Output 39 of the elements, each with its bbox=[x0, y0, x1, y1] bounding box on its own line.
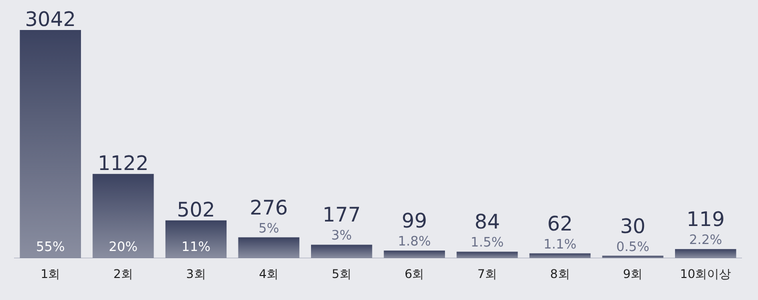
x-tick-label: 4회 bbox=[258, 267, 279, 281]
annotation: 5% bbox=[258, 221, 280, 236]
data-label: 30 bbox=[620, 214, 646, 238]
data-label: 119 bbox=[686, 207, 725, 232]
bar bbox=[165, 220, 227, 258]
annotation: 2.2% bbox=[689, 233, 722, 248]
annotation: 1.1% bbox=[543, 237, 577, 252]
x-tick-label: 8회 bbox=[550, 267, 570, 281]
data-label: 3042 bbox=[24, 7, 76, 31]
x-tick-label: 3회 bbox=[186, 267, 206, 281]
x-tick-label: 6회 bbox=[404, 267, 424, 281]
data-label: 177 bbox=[322, 202, 361, 227]
data-label: 1122 bbox=[98, 150, 149, 175]
annotation: 3% bbox=[331, 228, 352, 244]
x-tick-label: 2회 bbox=[113, 267, 134, 281]
x-tick-label: 7회 bbox=[477, 267, 498, 281]
annotation: 20% bbox=[108, 240, 138, 255]
data-label: 62 bbox=[547, 211, 573, 236]
annotation: 11% bbox=[182, 240, 210, 255]
x-tick-label: 9회 bbox=[622, 267, 643, 281]
data-label: 502 bbox=[176, 197, 216, 222]
annotation: 0.5% bbox=[616, 240, 650, 255]
data-label: 99 bbox=[402, 208, 428, 233]
bar bbox=[238, 237, 300, 258]
bar bbox=[675, 249, 736, 258]
annotation: 1.5% bbox=[470, 236, 504, 251]
data-label: 276 bbox=[250, 195, 288, 220]
bar bbox=[92, 174, 154, 258]
x-tick-label: 10회이상 bbox=[680, 267, 732, 281]
bar bbox=[384, 250, 445, 258]
annotation: 55% bbox=[36, 240, 65, 255]
bar bbox=[456, 252, 518, 258]
data-label: 84 bbox=[474, 210, 500, 234]
bar bbox=[311, 244, 372, 258]
x-tick-label: 1회 bbox=[40, 267, 60, 281]
bar bbox=[529, 253, 591, 258]
annotation: 1.8% bbox=[398, 234, 431, 250]
bar bbox=[20, 30, 81, 258]
x-tick-label: 5회 bbox=[332, 267, 352, 281]
